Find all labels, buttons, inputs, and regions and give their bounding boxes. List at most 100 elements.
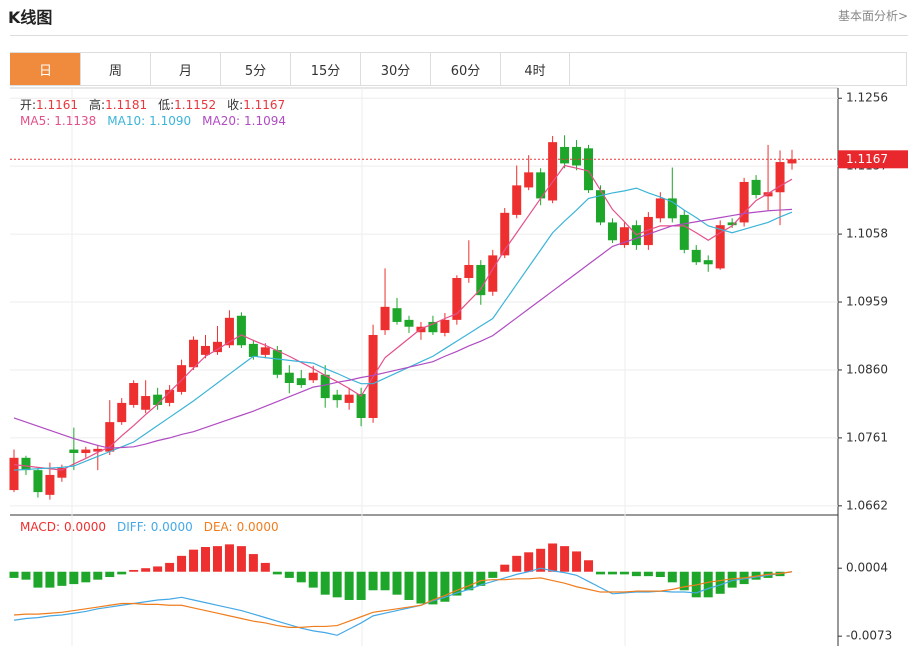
y-tick-label: -0.0073 — [846, 629, 892, 643]
candle-body — [9, 457, 19, 491]
candle-body — [320, 374, 330, 399]
y-tick-label: 1.0959 — [846, 295, 888, 309]
macd-bar — [189, 549, 199, 572]
candle-body — [595, 190, 605, 223]
tab[interactable]: 30分 — [360, 53, 430, 85]
legend-value: 0.0000 — [236, 520, 279, 534]
candle-body — [296, 378, 306, 386]
macd-bar — [703, 571, 713, 598]
tab[interactable]: 5分 — [220, 53, 290, 85]
macd-bar — [524, 552, 534, 572]
candle-body — [500, 212, 510, 256]
macd-bar — [272, 571, 282, 575]
macd-bar — [715, 571, 725, 594]
candle-body — [607, 222, 617, 241]
legend-value: 1.1152 — [174, 98, 217, 112]
macd-bar — [69, 571, 79, 585]
macd-bar — [165, 562, 175, 572]
candle-body — [715, 225, 725, 269]
y-tick-label: 1.1058 — [846, 227, 888, 241]
macd-bar — [607, 571, 617, 575]
macd-bar — [332, 571, 342, 598]
candle-body — [153, 394, 163, 405]
legend-value: 0.0000 — [150, 520, 193, 534]
candle-body — [141, 396, 151, 410]
legend-value: 0.0000 — [64, 520, 107, 534]
macd-bar — [21, 571, 31, 580]
candle-body — [57, 468, 67, 478]
macd-bar — [236, 546, 246, 572]
macd-bar — [464, 571, 474, 591]
macd-bar — [488, 571, 498, 578]
candle-body — [177, 365, 187, 392]
tab[interactable]: 60分 — [430, 53, 500, 85]
ohlc-legend: 开:1.1161 高:1.1181 低:1.1152 收:1.1167 — [20, 96, 296, 113]
macd-bar — [440, 571, 450, 602]
candle-body — [69, 449, 79, 453]
candle-body — [21, 457, 31, 471]
legend-label: MA5: — [20, 114, 51, 128]
candle-body — [787, 159, 797, 164]
macd-bar — [560, 546, 570, 572]
tab[interactable]: 15分 — [290, 53, 360, 85]
macd-bar — [404, 571, 414, 600]
macd-bar — [452, 571, 462, 596]
macd-bar — [129, 569, 139, 572]
candle-body — [212, 341, 222, 353]
macd-bar — [57, 571, 67, 586]
candle-body — [691, 249, 701, 263]
candle-body — [165, 389, 175, 403]
macd-bar — [595, 571, 605, 575]
candle-body — [404, 319, 414, 327]
macd-bar — [177, 555, 187, 572]
candle-body — [248, 343, 258, 357]
candle-body — [380, 306, 390, 331]
macd-bar — [320, 571, 330, 595]
tab[interactable]: 4时 — [500, 53, 570, 85]
candle-body — [524, 172, 534, 188]
candle-body — [727, 222, 737, 226]
macd-bar — [308, 571, 318, 588]
candle-body — [272, 350, 282, 375]
macd-bar — [284, 571, 294, 578]
frame — [10, 87, 839, 646]
divider — [10, 35, 908, 36]
candle-body — [428, 321, 438, 333]
tab[interactable]: 日 — [10, 53, 80, 85]
macd-bar — [643, 571, 653, 577]
fundamentals-link[interactable]: 基本面分析> — [837, 9, 908, 23]
tab[interactable]: 月 — [150, 53, 220, 85]
macd-bar — [224, 544, 234, 572]
macd-bar — [344, 571, 354, 600]
y-tick-label: 1.0761 — [846, 430, 888, 444]
tab[interactable]: 周 — [80, 53, 150, 85]
candle-body — [703, 260, 713, 265]
macd-bar — [392, 571, 402, 595]
candle-body — [679, 214, 689, 250]
candle-body — [224, 317, 234, 346]
candle-body — [81, 449, 91, 453]
legend-value: 1.1094 — [244, 114, 286, 128]
macd-bar — [356, 571, 366, 600]
candle-body — [308, 372, 318, 381]
macd-bar — [212, 546, 222, 572]
line — [13, 571, 793, 628]
candle-body — [129, 382, 139, 405]
line — [13, 187, 793, 471]
macd-legend: MACD: 0.0000 DIFF: 0.0000 DEA: 0.0000 — [20, 520, 290, 534]
macd-bar — [572, 551, 582, 572]
macd-bar — [248, 554, 258, 572]
y-tick-label: 0.0004 — [846, 561, 888, 575]
macd-bar — [368, 571, 378, 591]
candle-body — [93, 448, 103, 452]
candle-body — [201, 345, 211, 355]
macd-bar — [679, 571, 689, 591]
legend-label: 收: — [227, 98, 244, 112]
candle-body — [452, 278, 462, 320]
period-tabs: 日周月 5分 15分 30分 60分 4时 — [10, 52, 907, 86]
candle-body — [536, 172, 546, 199]
macd-bar — [296, 571, 306, 583]
candle-body — [488, 255, 498, 292]
candle-body — [332, 394, 342, 401]
